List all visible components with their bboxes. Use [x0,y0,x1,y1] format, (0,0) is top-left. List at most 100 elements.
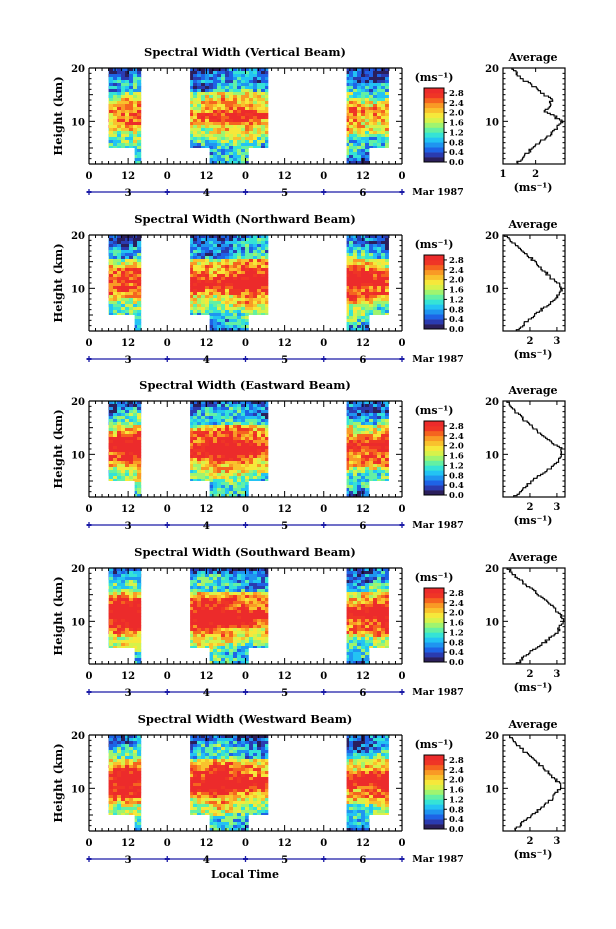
heatmap-cell [381,274,386,278]
heatmap-cell [221,283,226,287]
heatmap-cell [261,98,266,102]
heatmap-cell [325,122,330,126]
heatmap-cell [309,256,314,260]
heatmap-cell [197,253,202,257]
heatmap-cell [209,104,214,108]
heatmap-cell [269,268,274,272]
heatmap-cell [157,280,162,284]
heatmap-cell [313,74,318,78]
heatmap-cell [353,283,358,287]
heatmap-cell [381,265,386,269]
heatmap-cell [309,140,314,144]
heatmap-cell [213,265,218,269]
heatmap-cell [313,95,318,99]
heatmap-cell [189,316,194,320]
heatmap-cell [117,104,122,108]
heatmap-cell [165,155,170,159]
heatmap-cell [333,86,338,90]
colorbar-tick-label: 2.4 [449,99,464,109]
heatmap-cell [177,83,182,87]
heatmap-cell [125,268,130,272]
heatmap-cell [397,316,401,319]
heatmap-cell [117,131,122,135]
heatmap-cell [165,98,170,102]
heatmap-cell [141,119,146,123]
heatmap-cell [321,128,326,132]
heatmap-cell [289,77,294,81]
heatmap-cell [169,301,174,305]
heatmap-cell [205,113,210,117]
heatmap-cell [117,155,122,159]
heatmap-cell [221,250,226,254]
heatmap-cell [317,155,322,159]
heatmap-cell [97,86,101,89]
heatmap-cell [393,301,397,304]
heatmap-cell [217,152,222,156]
x-tick-label: 12 [278,171,292,182]
heatmap-cell [229,89,234,93]
heatmap-cell [261,149,266,153]
heatmap-cell [241,107,246,111]
heatmap-cell [373,134,378,138]
heatmap-cell [297,155,302,159]
heatmap-cell [177,149,182,153]
heatmap-cell [117,83,122,87]
heatmap-cell [341,134,346,138]
heatmap-cell [257,310,262,314]
heatmap-cell [309,98,314,102]
heatmap-cell [293,128,298,132]
heatmap-cell [133,155,138,159]
heatmap-cell [269,122,274,126]
heatmap-cell [233,241,238,245]
heatmap-cell [265,274,270,278]
heatmap-cell [273,119,278,123]
heatmap-cell [337,95,342,99]
heatmap-cell [293,283,298,287]
heatmap-cell [281,313,286,317]
heatmap-cell [181,92,186,96]
heatmap-cell [309,247,314,251]
heatmap-cell [129,110,134,114]
heatmap-cell [389,259,393,262]
heatmap-cell [269,280,274,284]
heatmap-cell [353,104,358,108]
heatmap-cell [333,271,338,275]
heatmap-cell [229,68,234,72]
heatmap-cell [101,238,105,241]
heatmap-cell [349,247,354,251]
heatmap-cell [145,89,150,93]
heatmap-cell [197,128,202,132]
heatmap-cell [181,140,186,144]
heatmap-cell [157,125,162,129]
heatmap-cell [385,298,389,302]
heatmap-cell [389,286,393,289]
heatmap-cell [177,310,182,314]
heatmap-cell [125,256,130,260]
heatmap-cell [293,247,298,251]
heatmap-cell [121,113,126,117]
heatmap-cell [265,83,270,87]
heatmap-cell [377,116,382,120]
heatmap-cell [217,143,222,147]
heatmap-cell [241,68,246,72]
heatmap-cell [129,250,134,254]
heatmap-cell [113,259,118,263]
heatmap-cell [113,116,118,120]
heatmap-cell [149,313,154,317]
heatmap-cell [369,83,374,87]
heatmap-cell [281,95,286,99]
heatmap-cell [361,280,366,284]
heatmap-cell [125,286,130,290]
heatmap-cell [117,137,122,141]
heatmap-cell [197,292,202,296]
heatmap-cell [241,101,246,105]
heatmap-cell [353,298,358,302]
heatmap-cell [197,98,202,102]
heatmap-cell [161,274,166,278]
heatmap-cell [169,313,174,317]
heatmap-cell [297,86,302,90]
heatmap-cell [337,152,342,156]
heatmap-cell [121,158,126,162]
heatmap-cell [377,238,382,242]
heatmap-cell [357,137,362,141]
